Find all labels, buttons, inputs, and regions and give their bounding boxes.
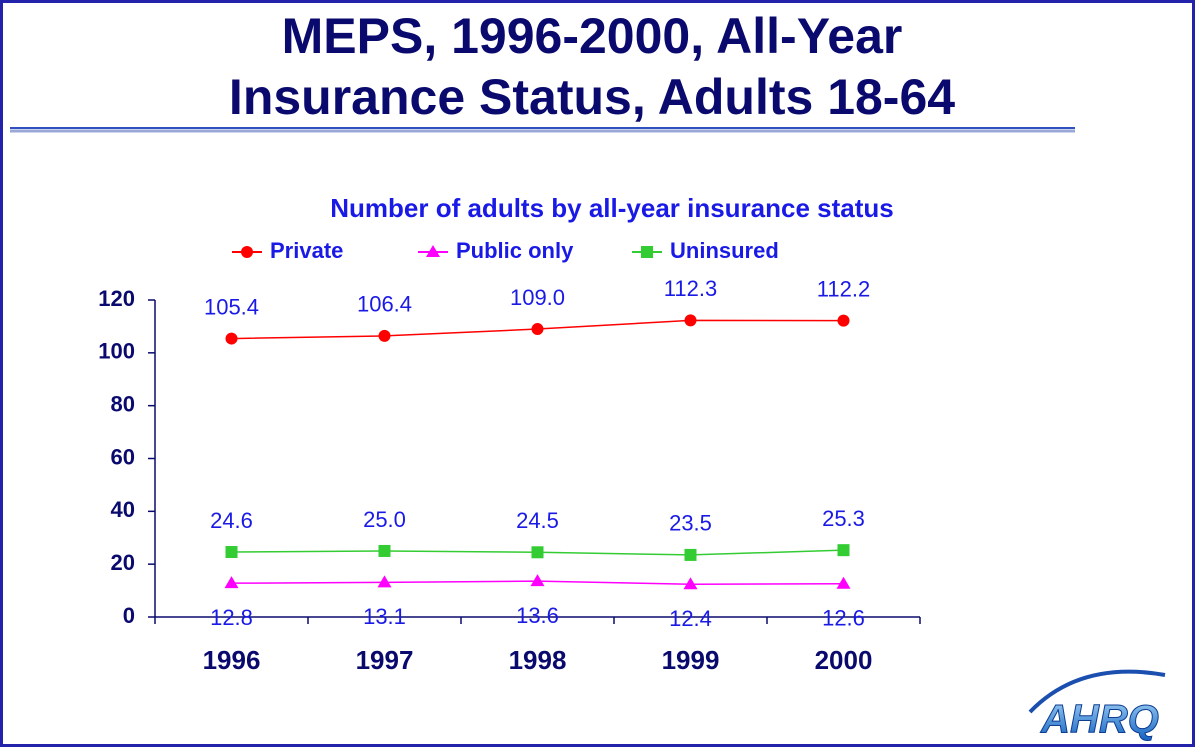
data-label: 12.4 xyxy=(669,606,712,631)
logo-text: AHRQ xyxy=(1040,698,1159,742)
point xyxy=(225,332,238,345)
point xyxy=(837,314,850,327)
data-label: 24.5 xyxy=(516,508,559,533)
data-label: 12.6 xyxy=(822,606,865,631)
x-tick-label: 2000 xyxy=(815,645,873,675)
point xyxy=(837,544,850,557)
point xyxy=(378,544,391,557)
y-tick-label: 80 xyxy=(111,391,135,416)
slide-title: MEPS, 1996-2000, All-Year xyxy=(282,8,903,64)
data-label: 25.3 xyxy=(822,506,865,531)
data-label: 112.3 xyxy=(664,276,717,301)
data-label: 109.0 xyxy=(510,285,565,310)
point xyxy=(531,323,544,336)
data-label: 13.6 xyxy=(516,603,559,628)
logo: AHRQ xyxy=(1028,669,1166,742)
y-tick-label: 100 xyxy=(98,339,135,364)
data-label: 12.8 xyxy=(210,605,253,630)
y-tick-label: 60 xyxy=(111,444,135,469)
point xyxy=(426,245,440,257)
data-label: 13.1 xyxy=(363,604,406,629)
legend-label: Uninsured xyxy=(670,238,779,263)
point xyxy=(530,574,545,587)
y-tick-label: 0 xyxy=(123,603,135,628)
point xyxy=(377,575,392,588)
x-tick-label: 1996 xyxy=(203,645,261,675)
point xyxy=(836,576,851,589)
point xyxy=(684,314,697,327)
point xyxy=(225,546,238,559)
point xyxy=(531,546,544,559)
data-label: 112.2 xyxy=(817,276,870,301)
y-tick-label: 20 xyxy=(111,550,135,575)
data-label: 105.4 xyxy=(204,294,259,319)
x-tick-label: 1998 xyxy=(509,645,567,675)
legend-label: Private xyxy=(270,238,343,263)
data-label: 24.6 xyxy=(210,508,253,533)
chart-subtitle: Number of adults by all-year insurance s… xyxy=(330,193,894,223)
point xyxy=(241,246,253,258)
point xyxy=(641,246,653,258)
data-label: 106.4 xyxy=(357,292,412,317)
point xyxy=(683,577,698,590)
point xyxy=(224,576,239,589)
point xyxy=(378,329,391,342)
data-label: 23.5 xyxy=(669,511,712,536)
logo-arc xyxy=(1028,669,1166,714)
x-tick-label: 1999 xyxy=(662,645,720,675)
y-tick-label: 120 xyxy=(98,286,135,311)
y-tick-label: 40 xyxy=(111,497,135,522)
x-tick-label: 1997 xyxy=(356,645,414,675)
point xyxy=(684,548,697,561)
legend-label: Public only xyxy=(456,238,574,263)
slide-title: Insurance Status, Adults 18-64 xyxy=(229,69,955,125)
data-label: 25.0 xyxy=(363,507,406,532)
